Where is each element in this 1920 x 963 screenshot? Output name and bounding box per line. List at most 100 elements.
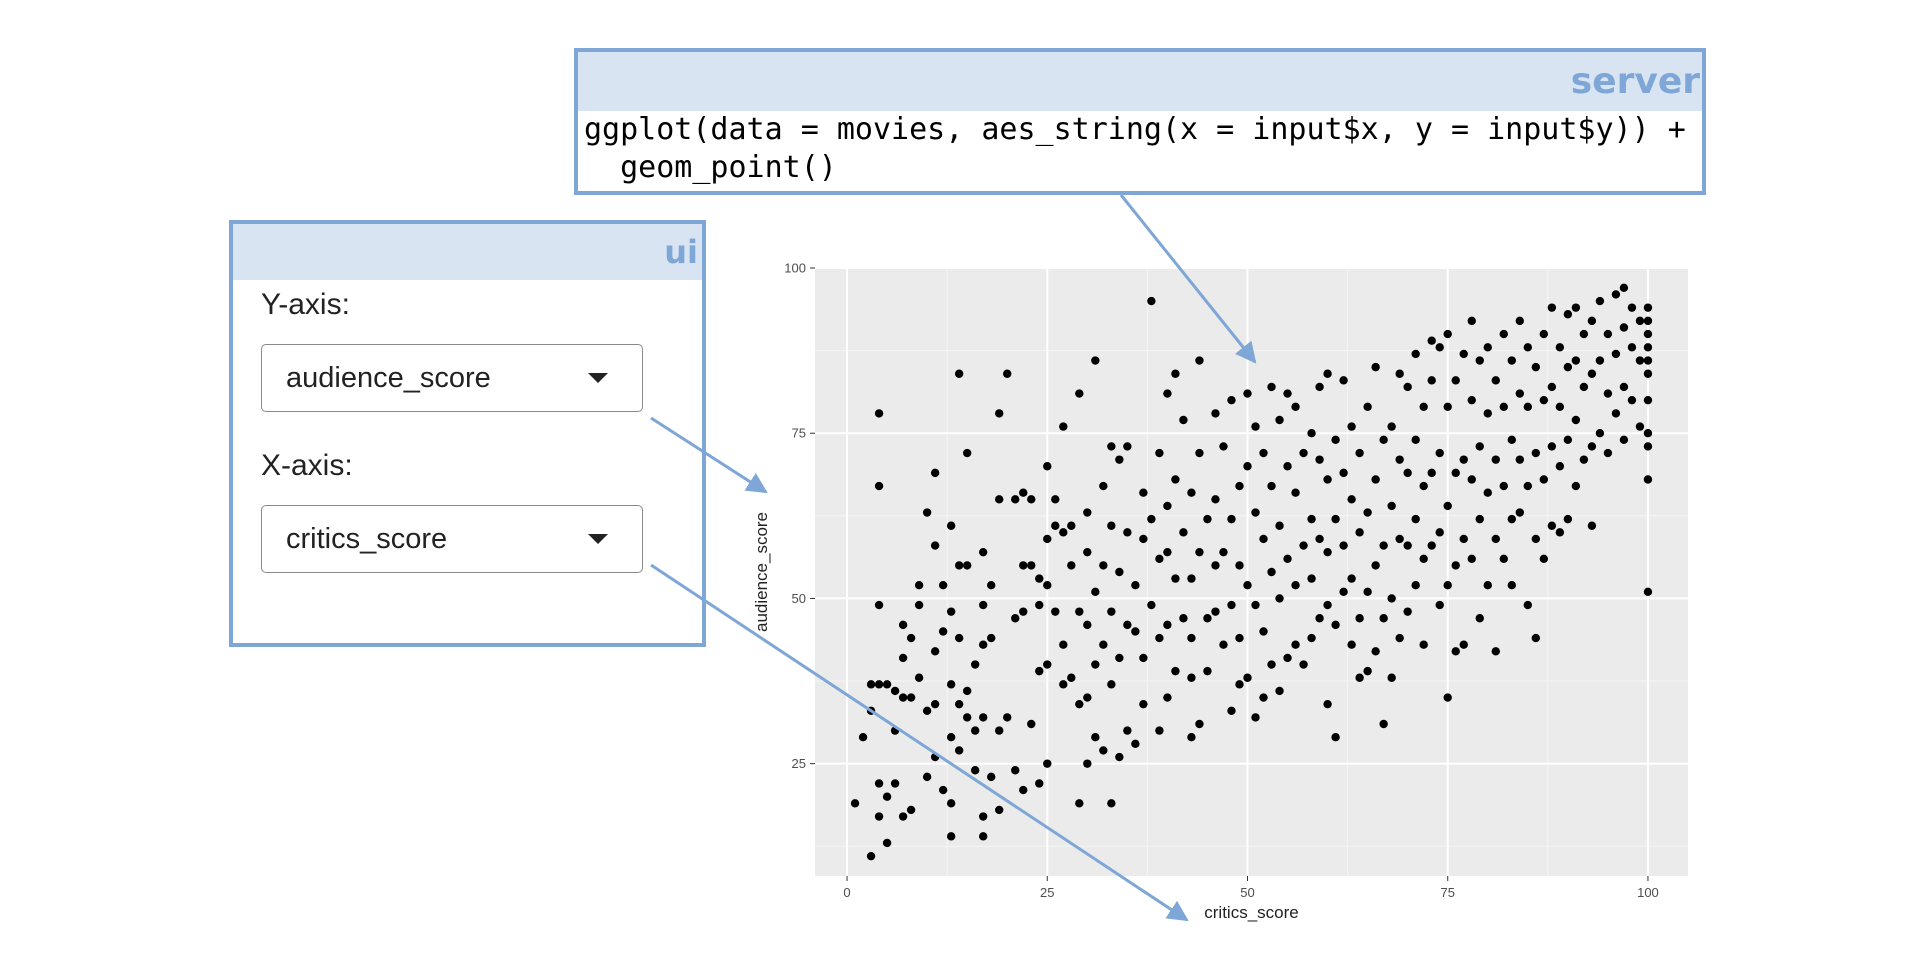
data-point: [995, 726, 1004, 735]
data-point: [1403, 382, 1412, 392]
data-point: [1491, 376, 1500, 385]
plot-panel-background: [815, 268, 1688, 876]
data-point: [1035, 574, 1044, 583]
data-point: [1595, 356, 1605, 365]
data-point: [1395, 633, 1404, 643]
data-point: [1219, 547, 1228, 557]
data-point: [1411, 435, 1420, 445]
data-point: [1523, 481, 1533, 491]
x-axis-title: critics_score: [1204, 903, 1298, 922]
data-point: [1147, 514, 1156, 524]
data-point: [874, 779, 884, 788]
data-point: [1339, 541, 1348, 550]
data-point: [1147, 296, 1156, 306]
data-point: [1515, 508, 1525, 517]
data-point: [930, 468, 940, 478]
data-point: [1235, 680, 1244, 689]
data-point: [995, 805, 1004, 815]
data-point: [1619, 283, 1629, 293]
y-tick-label: 75: [792, 426, 806, 441]
data-point: [1523, 600, 1533, 610]
data-point: [1187, 633, 1196, 643]
data-point: [1259, 448, 1268, 458]
data-point: [1371, 561, 1380, 570]
data-point: [1515, 389, 1525, 398]
data-point: [1331, 733, 1340, 742]
data-point: [1547, 521, 1557, 530]
data-point: [1603, 389, 1613, 398]
data-point: [1395, 455, 1404, 464]
data-point: [1339, 376, 1348, 385]
data-point: [1355, 528, 1364, 537]
data-point: [1115, 455, 1124, 464]
data-point: [930, 647, 940, 656]
data-point: [1187, 488, 1196, 497]
data-point: [978, 713, 988, 722]
data-point: [1259, 627, 1268, 636]
data-point: [1323, 547, 1332, 557]
data-point: [1403, 468, 1412, 478]
data-point: [1043, 660, 1052, 669]
x-tick-label: 100: [1637, 885, 1659, 900]
y-axis-select-value: audience_score: [286, 362, 491, 394]
data-point: [1499, 329, 1508, 339]
data-point: [1611, 349, 1621, 359]
data-point: [962, 561, 972, 570]
data-point: [938, 785, 948, 795]
data-point: [1099, 746, 1108, 755]
data-point: [1315, 614, 1324, 623]
data-point: [1003, 369, 1012, 378]
y-axis-label: Y-axis:: [261, 288, 350, 321]
data-point: [1579, 329, 1589, 339]
data-point: [1195, 547, 1204, 557]
data-point: [1363, 587, 1372, 597]
data-point: [1643, 442, 1653, 451]
data-point: [1579, 455, 1589, 464]
data-point: [1075, 607, 1084, 616]
data-point: [1387, 673, 1396, 682]
data-point: [1051, 521, 1060, 530]
data-point: [1339, 587, 1348, 597]
data-point: [922, 706, 932, 715]
data-point: [1587, 442, 1597, 451]
data-point: [1163, 501, 1172, 511]
data-point: [866, 851, 876, 861]
data-point: [1571, 415, 1581, 425]
data-point: [1411, 514, 1420, 524]
server-panel-title: server: [1570, 61, 1700, 102]
data-point: [1307, 574, 1316, 583]
data-point: [1259, 534, 1268, 544]
data-point: [1243, 462, 1252, 471]
data-point: [1267, 382, 1276, 392]
data-point: [1475, 442, 1484, 451]
data-point: [1291, 488, 1300, 497]
data-point: [1115, 653, 1124, 663]
data-point: [1227, 600, 1236, 610]
data-point: [1643, 316, 1653, 326]
data-point: [1043, 462, 1052, 471]
data-point: [1195, 448, 1204, 458]
data-point: [1483, 343, 1492, 352]
data-point: [1379, 719, 1388, 729]
data-point: [1099, 481, 1108, 491]
data-point: [1619, 382, 1629, 392]
data-point: [1091, 587, 1100, 597]
data-point: [1507, 356, 1516, 365]
data-point: [1323, 475, 1332, 484]
data-point: [1243, 673, 1252, 682]
x-axis-select[interactable]: critics_score: [261, 505, 643, 573]
data-point: [1075, 389, 1084, 398]
data-point: [1051, 495, 1060, 504]
data-point: [1523, 343, 1533, 352]
data-point: [1091, 733, 1100, 742]
y-axis-select[interactable]: audience_score: [261, 344, 643, 412]
x-axis-select-value: critics_score: [286, 523, 448, 555]
data-point: [1187, 574, 1196, 583]
data-point: [1491, 647, 1500, 656]
data-point: [1491, 455, 1500, 464]
data-point: [1083, 547, 1092, 557]
data-point: [1011, 495, 1020, 504]
data-point: [1611, 290, 1621, 299]
data-point: [1019, 561, 1028, 570]
data-point: [1363, 402, 1372, 411]
